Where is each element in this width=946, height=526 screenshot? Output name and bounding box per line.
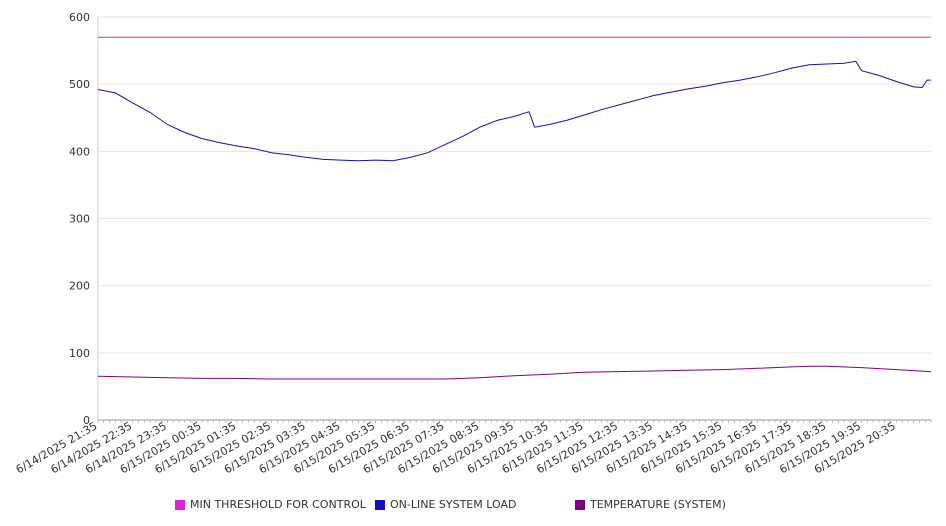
legend-label-threshold: MIN THRESHOLD FOR CONTROL (190, 498, 366, 511)
series-line-temperature (97, 365, 932, 380)
x-axis-ticks: 6/14/2025 21:356/14/2025 22:356/14/2025 … (14, 419, 898, 476)
legend-item-temperature[interactable]: TEMPERATURE (SYSTEM) (575, 498, 726, 511)
legend-item-system-load[interactable]: ON-LINE SYSTEM LOAD (375, 498, 516, 511)
series-line-system-load (97, 60, 931, 162)
legend-swatch-temperature (575, 499, 585, 510)
y-tick-label-600: 600 (69, 11, 90, 24)
grid-lines (98, 16, 931, 354)
y-tick-label-0: 0 (83, 414, 90, 427)
y-tick-label-400: 400 (69, 145, 90, 158)
legend-label-system-load: ON-LINE SYSTEM LOAD (390, 498, 517, 511)
y-tick-label-300: 300 (69, 213, 90, 226)
y-tick-label-500: 500 (69, 78, 90, 91)
chart-legend: MIN THRESHOLD FOR CONTROL ON-LINE SYSTEM… (175, 498, 935, 514)
legend-label-temperature: TEMPERATURE (SYSTEM) (590, 498, 726, 511)
legend-swatch-system-load (375, 499, 385, 510)
series-lines (97, 36, 932, 380)
y-tick-label-200: 200 (69, 280, 90, 293)
axes (97, 17, 932, 423)
y-tick-label-100: 100 (69, 347, 90, 360)
legend-item-threshold[interactable]: MIN THRESHOLD FOR CONTROL (175, 498, 366, 511)
legend-swatch-threshold (175, 499, 185, 510)
y-axis-ticks: 0 100 200 300 400 500 600 (69, 11, 90, 427)
